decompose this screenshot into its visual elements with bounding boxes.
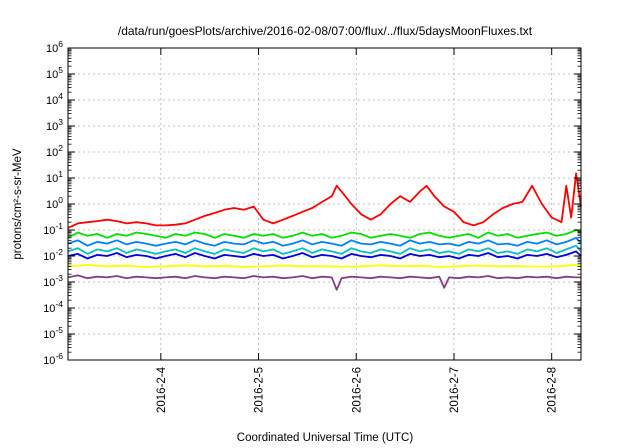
y-tick-label: 100 bbox=[46, 195, 63, 211]
y-tick-label: 10-2 bbox=[43, 247, 63, 263]
y-tick-label: 104 bbox=[46, 91, 63, 107]
ticks: 10-6 10-5 10-4 10-3 10-2 10-1 100 101 102 103 104 1… bbox=[43, 39, 581, 413]
y-axis-label-text: protons/cm²-s-sr-MeV bbox=[12, 148, 24, 260]
y-tick-label: 10-4 bbox=[43, 299, 63, 315]
x-tick-label: 2016-2-6 bbox=[351, 367, 363, 413]
y-axis-label: protons/cm²-s-sr-MeV bbox=[12, 148, 24, 260]
x-tick-label: 2016-2-7 bbox=[449, 367, 461, 413]
y-tick-label: 103 bbox=[46, 117, 63, 133]
series-line-7 bbox=[67, 274, 581, 291]
y-tick-label: 10-3 bbox=[43, 273, 63, 289]
series-line-4 bbox=[67, 244, 582, 255]
y-tick-label: 101 bbox=[46, 169, 63, 185]
y-tick-label: 105 bbox=[46, 65, 63, 81]
series-line-3 bbox=[67, 236, 582, 247]
grid bbox=[68, 48, 581, 360]
y-tick-label: 10-5 bbox=[43, 325, 63, 341]
y-tick-label: 10-6 bbox=[43, 351, 63, 367]
y-tick-label: 10-1 bbox=[43, 221, 63, 237]
x-tick-label: 2016-2-5 bbox=[254, 367, 266, 413]
x-tick-label: 2016-2-8 bbox=[547, 367, 559, 413]
chart-title: /data/run/goesPlots/archive/2016-02-08/0… bbox=[118, 24, 533, 38]
series-line-5 bbox=[67, 250, 582, 260]
y-tick-label: 106 bbox=[46, 39, 63, 55]
series-line-1 bbox=[67, 172, 582, 229]
series-layer bbox=[67, 172, 582, 291]
x-tick-label: 2016-2-4 bbox=[156, 366, 168, 413]
series-line-6 bbox=[67, 264, 582, 268]
x-axis-label: Coordinated Universal Time (UTC) bbox=[237, 432, 414, 444]
series-line-2 bbox=[67, 229, 582, 239]
y-tick-label: 102 bbox=[46, 143, 63, 159]
